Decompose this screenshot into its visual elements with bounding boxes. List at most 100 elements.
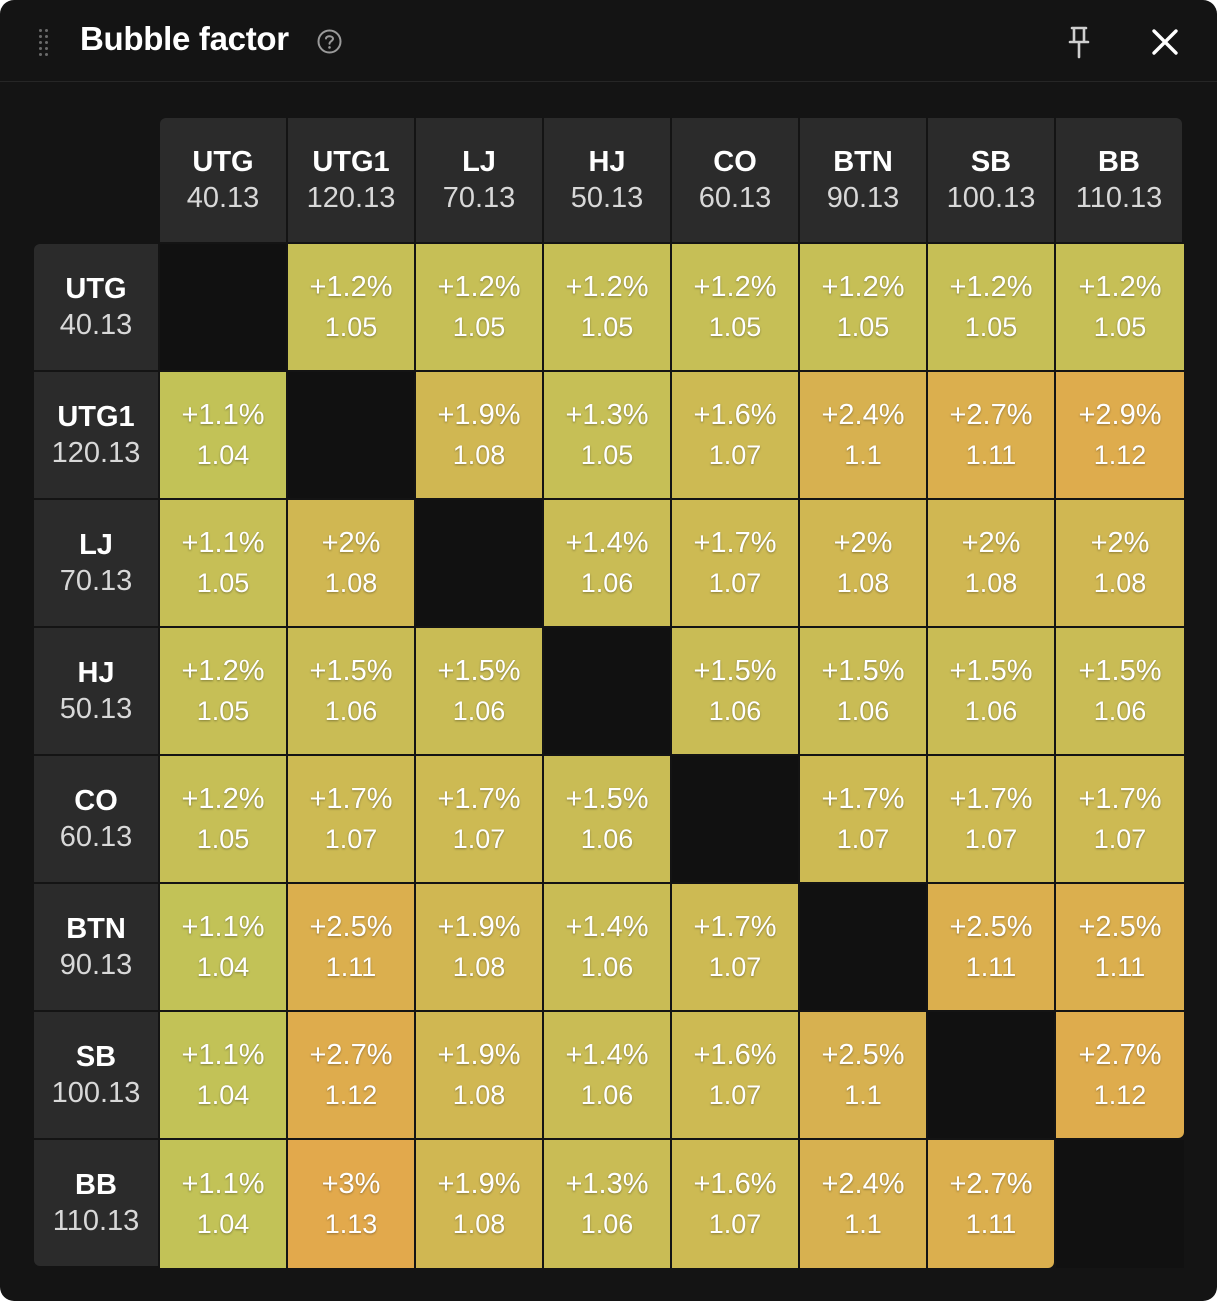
matrix-cell-sb-lj[interactable]: +1.9% 1.08 xyxy=(416,1012,542,1138)
bubble-factor-value: 1.04 xyxy=(196,1080,250,1110)
risk-premium-value: +1.5% xyxy=(693,655,777,687)
bubble-factor-value: 1.05 xyxy=(324,312,378,342)
matrix-cell-co-lj[interactable]: +1.7% 1.07 xyxy=(416,756,542,882)
matrix-cell-btn-utg1[interactable]: +2.5% 1.11 xyxy=(288,884,414,1010)
matrix-cell-hj-utg1[interactable]: +1.5% 1.06 xyxy=(288,628,414,754)
matrix-cell-lj-co[interactable]: +1.7% 1.07 xyxy=(672,500,798,626)
matrix-cell-btn-lj[interactable]: +1.9% 1.08 xyxy=(416,884,542,1010)
matrix-cell-utg1-bb[interactable]: +2.9% 1.12 xyxy=(1056,372,1184,498)
matrix-cell-hj-bb[interactable]: +1.5% 1.06 xyxy=(1056,628,1184,754)
matrix-cell-utg1-utg[interactable]: +1.1% 1.04 xyxy=(160,372,286,498)
pin-icon[interactable] xyxy=(1064,24,1094,60)
matrix-cell-co-bb[interactable]: +1.7% 1.07 xyxy=(1056,756,1184,882)
matrix-cell-utg-utg1[interactable]: +1.2% 1.05 xyxy=(288,244,414,370)
risk-premium-value: +1.2% xyxy=(309,271,393,303)
matrix-cell-sb-utg1[interactable]: +2.7% 1.12 xyxy=(288,1012,414,1138)
matrix-cell-utg-co[interactable]: +1.2% 1.05 xyxy=(672,244,798,370)
matrix-cell-hj-co[interactable]: +1.5% 1.06 xyxy=(672,628,798,754)
bubble-factor-value: 1.05 xyxy=(964,312,1018,342)
risk-premium-value: +1.5% xyxy=(565,783,649,815)
column-header-bb: BB 110.13 xyxy=(1056,118,1182,242)
matrix-cell-bb-utg[interactable]: +1.1% 1.04 xyxy=(160,1140,286,1268)
row-position-label: LJ xyxy=(79,529,113,561)
column-stack-label: 60.13 xyxy=(698,182,772,214)
diagonal-cell xyxy=(672,756,798,882)
risk-premium-value: +1.7% xyxy=(821,783,905,815)
matrix-cell-co-utg1[interactable]: +1.7% 1.07 xyxy=(288,756,414,882)
row-position-label: SB xyxy=(75,1041,117,1073)
risk-premium-value: +1.4% xyxy=(565,911,649,943)
matrix-cell-bb-sb[interactable]: +2.7% 1.11 xyxy=(928,1140,1054,1268)
bubble-factor-value: 1.05 xyxy=(836,312,890,342)
matrix-cell-sb-btn[interactable]: +2.5% 1.1 xyxy=(800,1012,926,1138)
bubble-factor-value: 1.08 xyxy=(452,440,506,470)
row-stack-label: 60.13 xyxy=(59,821,133,853)
matrix-cell-bb-hj[interactable]: +1.3% 1.06 xyxy=(544,1140,670,1268)
matrix-cell-sb-bb[interactable]: +2.7% 1.12 xyxy=(1056,1012,1184,1138)
risk-premium-value: +1.6% xyxy=(693,399,777,431)
close-icon[interactable] xyxy=(1148,25,1182,59)
column-position-label: SB xyxy=(970,146,1012,178)
matrix-cell-utg-bb[interactable]: +1.2% 1.05 xyxy=(1056,244,1184,370)
row-header-co: CO 60.13 xyxy=(34,756,158,882)
row-position-label: BB xyxy=(75,1169,117,1201)
risk-premium-value: +1.4% xyxy=(565,1039,649,1071)
matrix-cell-btn-utg[interactable]: +1.1% 1.04 xyxy=(160,884,286,1010)
matrix-cell-sb-co[interactable]: +1.6% 1.07 xyxy=(672,1012,798,1138)
matrix-cell-utg1-lj[interactable]: +1.9% 1.08 xyxy=(416,372,542,498)
help-circle-icon[interactable] xyxy=(316,28,343,55)
column-position-label: BB xyxy=(1098,146,1140,178)
bubble-factor-value: 1.07 xyxy=(708,1209,762,1239)
risk-premium-value: +1.2% xyxy=(181,655,265,687)
matrix-cell-utg1-btn[interactable]: +2.4% 1.1 xyxy=(800,372,926,498)
matrix-cell-co-hj[interactable]: +1.5% 1.06 xyxy=(544,756,670,882)
matrix-cell-hj-utg[interactable]: +1.2% 1.05 xyxy=(160,628,286,754)
matrix-cell-lj-sb[interactable]: +2% 1.08 xyxy=(928,500,1054,626)
matrix-cell-lj-utg[interactable]: +1.1% 1.05 xyxy=(160,500,286,626)
matrix-cell-btn-hj[interactable]: +1.4% 1.06 xyxy=(544,884,670,1010)
risk-premium-value: +1.5% xyxy=(949,655,1033,687)
matrix-cell-lj-utg1[interactable]: +2% 1.08 xyxy=(288,500,414,626)
diagonal-cell xyxy=(928,1012,1054,1138)
drag-handle-icon[interactable] xyxy=(37,28,51,56)
risk-premium-value: +1.7% xyxy=(693,911,777,943)
row-stack-label: 100.13 xyxy=(51,1077,141,1109)
matrix-cell-sb-hj[interactable]: +1.4% 1.06 xyxy=(544,1012,670,1138)
matrix-cell-lj-bb[interactable]: +2% 1.08 xyxy=(1056,500,1184,626)
bubble-factor-value: 1.08 xyxy=(452,1209,506,1239)
matrix-cell-bb-co[interactable]: +1.6% 1.07 xyxy=(672,1140,798,1268)
row-header-utg1: UTG1 120.13 xyxy=(34,372,158,498)
matrix-cell-utg-sb[interactable]: +1.2% 1.05 xyxy=(928,244,1054,370)
matrix-cell-bb-utg1[interactable]: +3% 1.13 xyxy=(288,1140,414,1268)
matrix-cell-utg1-hj[interactable]: +1.3% 1.05 xyxy=(544,372,670,498)
matrix-cell-utg1-co[interactable]: +1.6% 1.07 xyxy=(672,372,798,498)
bubble-factor-value: 1.08 xyxy=(324,568,378,598)
risk-premium-value: +1.9% xyxy=(437,1039,521,1071)
column-position-label: UTG xyxy=(192,146,254,178)
matrix-cell-co-utg[interactable]: +1.2% 1.05 xyxy=(160,756,286,882)
matrix-cell-utg-lj[interactable]: +1.2% 1.05 xyxy=(416,244,542,370)
matrix-cell-bb-btn[interactable]: +2.4% 1.1 xyxy=(800,1140,926,1268)
matrix-cell-btn-bb[interactable]: +2.5% 1.11 xyxy=(1056,884,1184,1010)
column-header-btn: BTN 90.13 xyxy=(800,118,926,242)
matrix-cell-sb-utg[interactable]: +1.1% 1.04 xyxy=(160,1012,286,1138)
column-header-hj: HJ 50.13 xyxy=(544,118,670,242)
matrix-cell-bb-lj[interactable]: +1.9% 1.08 xyxy=(416,1140,542,1268)
matrix-cell-co-btn[interactable]: +1.7% 1.07 xyxy=(800,756,926,882)
risk-premium-value: +2.4% xyxy=(821,1168,905,1200)
matrix-cell-utg1-sb[interactable]: +2.7% 1.11 xyxy=(928,372,1054,498)
matrix-cell-hj-btn[interactable]: +1.5% 1.06 xyxy=(800,628,926,754)
matrix-cell-utg-hj[interactable]: +1.2% 1.05 xyxy=(544,244,670,370)
window-title: Bubble factor xyxy=(80,20,289,57)
bubble-factor-value: 1.13 xyxy=(324,1209,378,1239)
matrix-cell-hj-lj[interactable]: +1.5% 1.06 xyxy=(416,628,542,754)
bubble-factor-value: 1.06 xyxy=(324,696,378,726)
matrix-cell-utg-btn[interactable]: +1.2% 1.05 xyxy=(800,244,926,370)
matrix-cell-co-sb[interactable]: +1.7% 1.07 xyxy=(928,756,1054,882)
matrix-cell-hj-sb[interactable]: +1.5% 1.06 xyxy=(928,628,1054,754)
matrix-cell-btn-co[interactable]: +1.7% 1.07 xyxy=(672,884,798,1010)
bubble-factor-value: 1.05 xyxy=(1093,312,1147,342)
matrix-cell-lj-btn[interactable]: +2% 1.08 xyxy=(800,500,926,626)
matrix-cell-btn-sb[interactable]: +2.5% 1.11 xyxy=(928,884,1054,1010)
matrix-cell-lj-hj[interactable]: +1.4% 1.06 xyxy=(544,500,670,626)
